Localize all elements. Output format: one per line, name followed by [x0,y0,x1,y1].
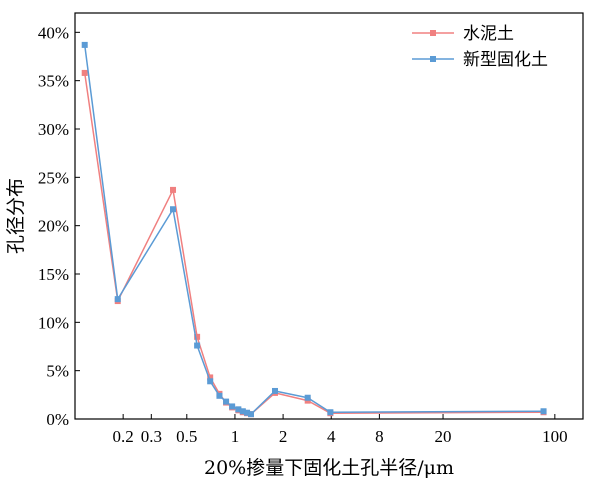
y-axis-ticks: 0% 5% 10% 15% 20% 25% 30% 35% 40% [38,23,80,429]
data-point [216,392,223,399]
data-point [207,378,214,385]
x-axis-title: 20%掺量下固化土孔半径/μm [204,457,454,479]
series-line-0 [83,72,544,415]
data-point [235,406,242,413]
x-tick-label: 8 [375,427,384,446]
data-point [327,409,334,416]
legend-label-cement-soil: 水泥土 [463,24,514,44]
data-point [81,69,88,76]
x-tick-label: 100 [542,427,568,446]
data-point [229,403,236,410]
y-tick-label: 15% [38,265,69,284]
y-tick-label: 0% [46,410,69,429]
data-point [194,342,201,349]
x-axis-ticks: 0.2 0.3 0.5 1 2 4 8 20 100 [113,414,568,446]
data-point [239,408,246,415]
data-point [170,206,177,213]
data-point [540,408,547,415]
y-tick-label: 35% [38,72,69,91]
y-tick-label: 5% [46,362,69,381]
data-point [304,394,311,401]
data-point [223,398,230,405]
data-point [271,387,278,394]
data-point [247,411,254,418]
plot-frame [74,12,584,420]
x-tick-label: 1 [231,427,240,446]
x-tick-label: 20 [435,427,452,446]
data-point [81,41,88,48]
y-tick-label: 30% [38,120,69,139]
y-tick-label: 40% [38,23,69,42]
y-axis-title: 孔径分布 [5,178,27,254]
series-layer [81,41,547,418]
x-tick-label: 2 [279,427,288,446]
legend: 水泥土 新型固化土 [412,24,548,70]
x-tick-label: 0.3 [141,427,162,446]
legend-marker-cement-soil [430,30,436,36]
y-tick-label: 25% [38,168,69,187]
series-line-1 [83,44,544,415]
data-point [244,409,251,416]
legend-marker-new-solidified-soil [430,56,436,62]
data-point [170,186,177,193]
legend-label-new-solidified-soil: 新型固化土 [463,50,548,70]
x-tick-label: 0.5 [176,427,197,446]
y-tick-label: 20% [38,217,69,236]
data-point [207,374,214,381]
x-tick-label: 4 [327,427,336,446]
x-tick-label: 0.2 [113,427,134,446]
data-point [114,296,121,303]
data-point [194,333,201,340]
y-tick-label: 10% [38,313,69,332]
